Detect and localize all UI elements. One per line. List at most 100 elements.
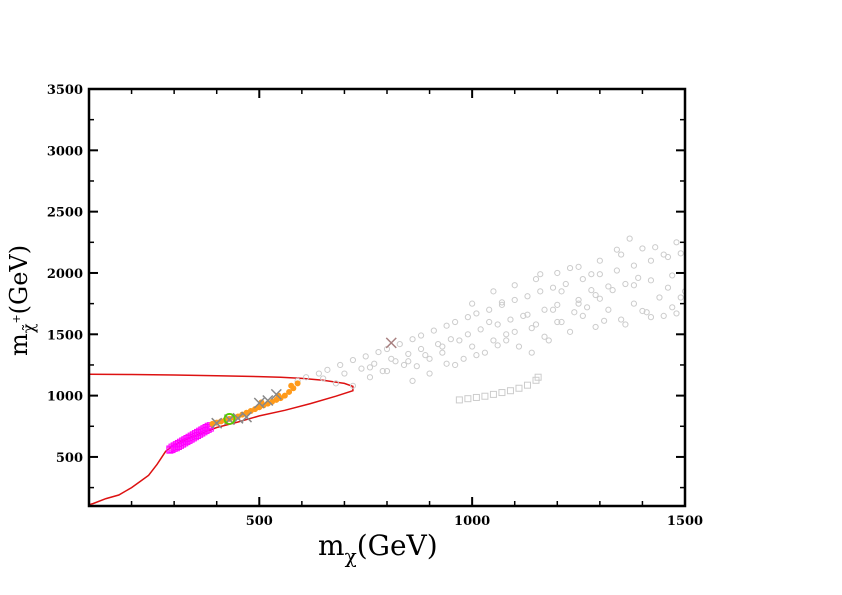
point-s0-51 [669,272,676,279]
point-s2-39 [204,425,212,433]
point-s0-5 [349,356,357,364]
y-tick-label-1500: 1500 [47,328,83,343]
point-s0-49 [630,282,638,289]
point-s0-115 [549,306,557,313]
point-s0-47 [592,291,599,299]
point-s0-77 [656,294,663,301]
point-s0-123 [647,314,655,321]
point-s2-27 [198,429,206,437]
point-s0-35 [405,350,412,358]
point-s0-120 [635,274,642,281]
point-s0-88 [639,245,646,252]
point-s2-24 [185,436,193,444]
point-s2-28 [202,427,210,435]
point-s5-3 [240,411,253,423]
point-s0-57 [400,361,408,369]
point-s0-25 [596,271,603,278]
point-s1-8 [523,381,531,389]
point-s0-95 [566,264,574,272]
point-s0-39 [464,331,471,338]
point-s0-63 [481,349,489,356]
point-s0-19 [511,296,518,304]
point-s1-10 [534,373,542,381]
point-s0-84 [554,269,561,277]
point-s5-5 [262,394,274,407]
point-s0-10 [409,336,416,343]
point-s0-3 [324,366,331,373]
point-s0-85 [575,263,582,270]
point-s0-74 [618,316,625,323]
point-s0-101 [677,294,684,301]
point-s0-30 [677,250,684,257]
point-s0-62 [469,343,476,350]
point-s0-15 [464,314,471,321]
point-s0-122 [673,310,680,317]
point-s0-33 [371,360,378,367]
point-s0-78 [669,304,676,311]
point-s5-6 [270,388,282,400]
point-s0-6 [362,353,369,360]
point-s0-87 [618,251,625,258]
point-s0-76 [643,309,650,316]
point-s0-56 [383,367,391,375]
point-s0-52 [320,375,327,382]
y-tick-label-2000: 2000 [47,267,83,282]
point-s0-55 [366,374,374,381]
point-s0-69 [554,318,561,326]
point-s0-13 [443,322,450,329]
point-s0-126 [583,304,591,311]
point-s0-132 [473,352,480,359]
point-s0-11 [417,332,425,339]
point-s0-111 [379,367,386,375]
chart-axes: 500 1000 1500 500 1000 1500 2000 2500 3000 3500 [47,83,703,529]
point-s0-80 [469,300,476,307]
plot-area [89,235,685,506]
point-s0-48 [609,287,616,294]
point-s3-18 [286,388,293,395]
x-tick-label-1500: 1500 [667,514,703,529]
point-s0-7 [375,348,382,356]
point-s0-99 [639,307,646,315]
point-s2-37 [196,430,204,438]
point-s0-127 [571,309,578,316]
point-s0-46 [575,296,582,304]
point-s0-17 [486,306,493,313]
point-s0-113 [558,288,565,295]
point-s0-32 [358,365,365,372]
point-s3-17 [281,392,288,399]
point-s0-22 [549,284,557,291]
point-s0-105 [486,318,493,326]
point-s0-112 [366,364,374,371]
point-s0-124 [622,280,629,288]
point-s0-118 [605,283,612,290]
point-s0-128 [558,318,565,326]
point-s0-60 [439,349,446,356]
point-s0-135 [422,352,429,359]
point-s0-93 [613,246,620,253]
point-s0-89 [660,251,667,258]
point-s0-68 [541,333,548,340]
point-s0-41 [494,321,501,328]
point-s0-104 [503,337,510,344]
point-s0-45 [554,301,561,308]
point-s0-98 [622,321,629,328]
point-s2-38 [200,428,208,436]
point-s2-31 [170,444,178,452]
point-s0-125 [596,295,603,302]
point-s0-116 [520,312,527,319]
point-s0-61 [452,361,459,369]
constraint-contour [89,373,354,506]
point-s0-20 [524,293,531,300]
point-s0-72 [592,323,599,331]
point-s0-53 [332,380,340,387]
point-s0-81 [490,288,497,295]
point-s0-130 [511,328,518,335]
point-s0-65 [503,331,510,338]
point-s0-71 [579,312,586,319]
point-s0-44 [541,306,548,313]
point-s0-134 [439,343,446,350]
point-s0-21 [537,288,544,295]
point-s0-83 [532,276,540,283]
point-s0-82 [511,282,518,289]
